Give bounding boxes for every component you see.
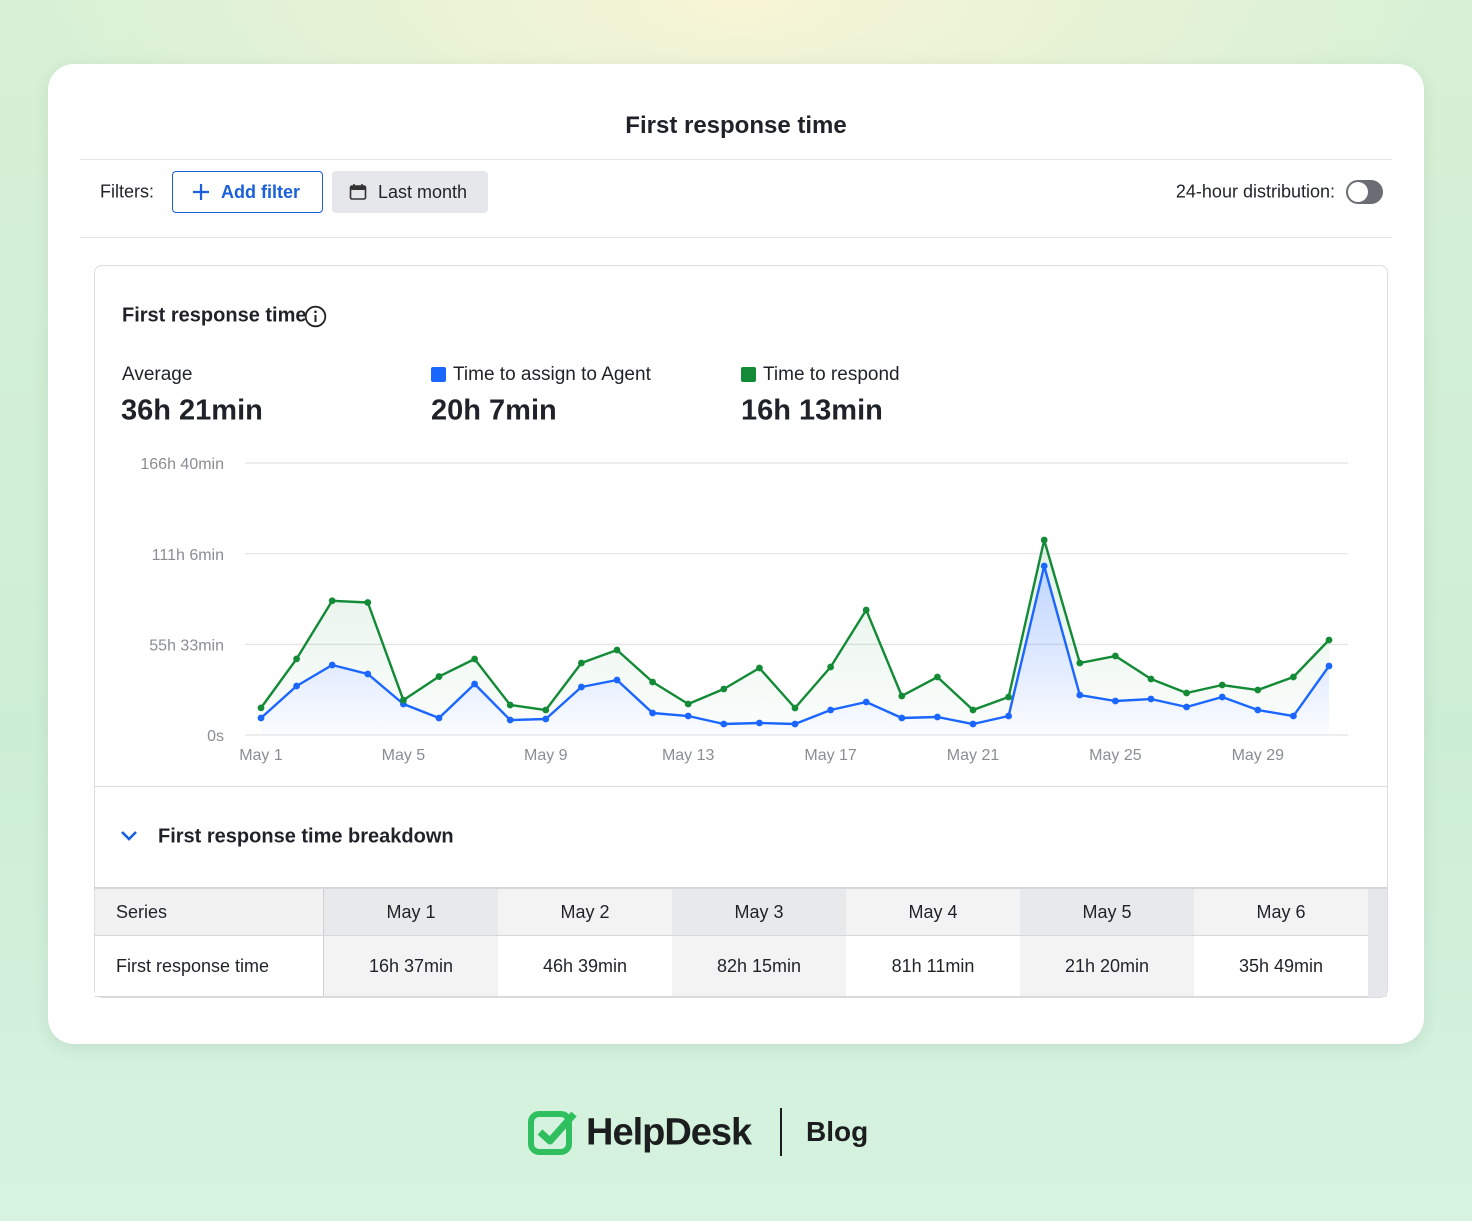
data-point (329, 597, 336, 604)
data-point (1076, 692, 1083, 699)
data-point (542, 716, 549, 723)
data-point (436, 673, 443, 680)
data-point (827, 707, 834, 714)
data-point (329, 662, 336, 669)
data-point (614, 677, 621, 684)
data-point (827, 664, 834, 671)
data-point (1219, 682, 1226, 689)
data-point (542, 707, 549, 714)
data-point (1254, 687, 1261, 694)
y-tick-label: 55h 33min (149, 638, 224, 655)
data-point (1183, 690, 1190, 697)
data-point (970, 707, 977, 714)
data-point (1005, 694, 1012, 701)
data-point (293, 655, 300, 662)
data-point (1148, 696, 1155, 703)
data-point (1183, 704, 1190, 711)
data-point (1290, 713, 1297, 720)
data-point (649, 679, 656, 686)
data-point (507, 702, 514, 709)
x-tick-label: May 13 (662, 747, 715, 764)
data-point (1219, 694, 1226, 701)
data-point (471, 681, 478, 688)
data-point (898, 715, 905, 722)
data-point (1326, 637, 1333, 644)
x-tick-label: May 29 (1232, 747, 1285, 764)
data-point (685, 713, 692, 720)
data-point (471, 656, 478, 663)
data-point (258, 704, 265, 711)
x-tick-label: May 17 (804, 747, 857, 764)
data-point (1076, 660, 1083, 667)
data-point (792, 721, 799, 728)
data-point (1112, 698, 1119, 705)
data-point (614, 647, 621, 654)
data-point (756, 720, 763, 727)
data-point (1041, 563, 1048, 570)
x-tick-label: May 21 (947, 747, 1000, 764)
data-point (436, 715, 443, 722)
data-point (898, 693, 905, 700)
data-point (649, 710, 656, 717)
series-line (261, 540, 1329, 710)
y-tick-label: 111h 6min (152, 547, 224, 564)
x-tick-label: May 25 (1089, 747, 1142, 764)
data-point (507, 717, 514, 724)
y-tick-label: 0s (207, 728, 224, 745)
x-tick-label: May 5 (382, 747, 426, 764)
data-point (293, 683, 300, 690)
data-point (934, 714, 941, 721)
data-point (258, 715, 265, 722)
data-point (364, 599, 371, 606)
data-point (792, 705, 799, 712)
data-point (364, 671, 371, 678)
data-point (1112, 653, 1119, 660)
data-point (863, 699, 870, 706)
data-point (1005, 713, 1012, 720)
data-point (970, 721, 977, 728)
data-point (1041, 537, 1048, 544)
data-point (863, 607, 870, 614)
data-point (756, 665, 763, 672)
data-point (578, 660, 585, 667)
data-point (720, 686, 727, 693)
data-point (578, 684, 585, 691)
x-tick-label: May 1 (239, 747, 283, 764)
series-area (261, 540, 1329, 724)
data-point (1148, 676, 1155, 683)
data-point (934, 674, 941, 681)
data-point (720, 721, 727, 728)
data-point (685, 701, 692, 708)
data-point (1290, 674, 1297, 681)
data-point (1326, 663, 1333, 670)
data-point (400, 697, 407, 704)
x-tick-label: May 9 (524, 747, 568, 764)
y-tick-label: 166h 40min (140, 456, 224, 473)
data-point (1254, 707, 1261, 714)
